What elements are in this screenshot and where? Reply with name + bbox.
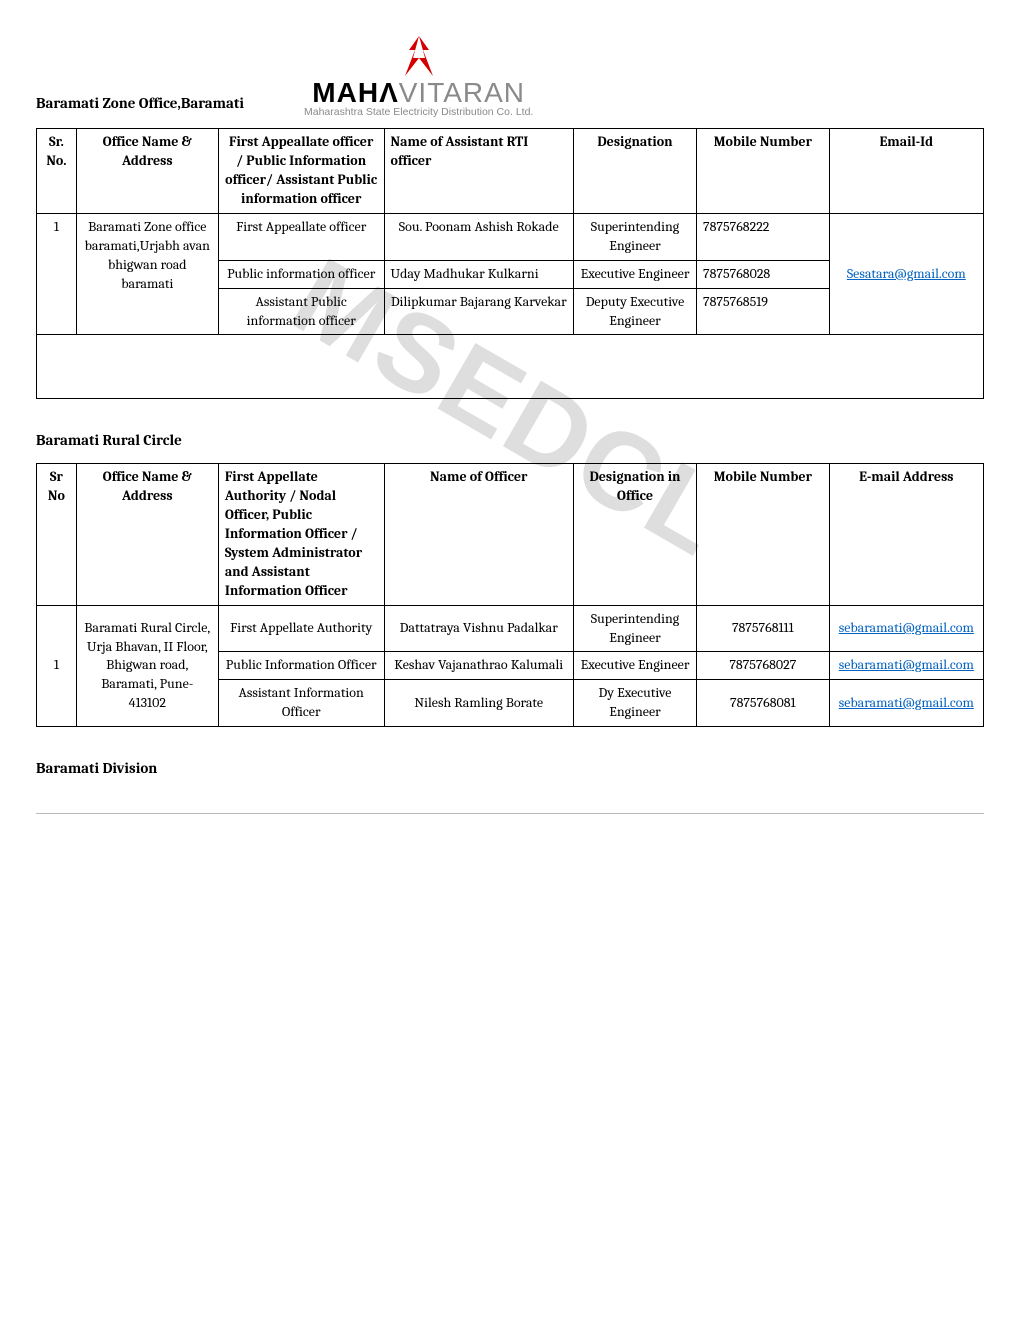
cell-desg: Deputy Executive Engineer [573, 288, 696, 335]
cell-role: First Appellate Authority [218, 605, 384, 652]
col-sr: Sr. No. [37, 129, 77, 214]
table-header-row: Sr No Office Name & Address First Appell… [37, 464, 984, 605]
cell-address: Baramati Rural Circle, Urja Bhavan, II F… [76, 605, 218, 726]
table-rural-circle: Sr No Office Name & Address First Appell… [36, 463, 984, 727]
cell-mobile: 7875768027 [697, 652, 830, 680]
col-email: E-mail Address [829, 464, 983, 605]
cell-name: Nilesh Ramling Borate [384, 680, 573, 727]
cell-role: Public Information Officer [218, 652, 384, 680]
cell-sr: 1 [37, 605, 77, 726]
col-role: First Appeallate officer / Public Inform… [218, 129, 384, 214]
email-link[interactable]: sebaramati@gmail.com [839, 656, 974, 673]
cell-desg: Superintending Engineer [573, 605, 696, 652]
table-header-row: Sr. No. Office Name & Address First Appe… [37, 129, 984, 214]
cell-mobile: 7875768081 [697, 680, 830, 727]
col-desg: Designation [573, 129, 696, 214]
col-name: Name of Assistant RTI officer [384, 129, 573, 214]
cell-email: sebaramati@gmail.com [829, 605, 983, 652]
col-address: Office Name & Address [76, 464, 218, 605]
cell-email: sebaramati@gmail.com [829, 652, 983, 680]
section1-title: Baramati Zone Office,Baramati [36, 94, 244, 118]
cell-role: Public information officer [218, 260, 384, 288]
cell-mobile: 7875768028 [697, 260, 830, 288]
cell-address: Baramati Zone office baramati,Urjabh ava… [76, 213, 218, 334]
col-sr: Sr No [37, 464, 77, 605]
cell-mobile: 7875768222 [697, 213, 830, 260]
cell-role: Assistant Information Officer [218, 680, 384, 727]
cell-name: Dilipkumar Bajarang Karvekar [384, 288, 573, 335]
col-mobile: Mobile Number [697, 129, 830, 214]
cell-desg: Dy Executive Engineer [573, 680, 696, 727]
cell-spacer [37, 335, 984, 399]
section3-title: Baramati Division [36, 759, 984, 777]
cell-mobile: 7875768519 [697, 288, 830, 335]
email-link[interactable]: sebaramati@gmail.com [839, 619, 974, 636]
cell-name: Dattatraya Vishnu Padalkar [384, 605, 573, 652]
cell-email: sebaramati@gmail.com [829, 680, 983, 727]
cell-mobile: 7875768111 [697, 605, 830, 652]
table-spacer-row [37, 335, 984, 399]
col-desg: Designation in Office [573, 464, 696, 605]
col-email: Email-Id [829, 129, 983, 214]
table-row: 1 Baramati Rural Circle, Urja Bhavan, II… [37, 605, 984, 652]
header: Baramati Zone Office,Baramati MAHΛVITARA… [36, 36, 984, 118]
logo-brand: MAHΛVITARAN [304, 78, 533, 107]
col-role: First Appellate Authority / Nodal Office… [218, 464, 384, 605]
cell-desg: Executive Engineer [573, 260, 696, 288]
col-address: Office Name & Address [76, 129, 218, 214]
cell-email: Sesatara@gmail.com [829, 213, 983, 334]
logo-tagline: Maharashtra State Electricity Distributi… [304, 107, 533, 118]
col-name: Name of Officer [384, 464, 573, 605]
col-mobile: Mobile Number [697, 464, 830, 605]
cell-desg: Superintending Engineer [573, 213, 696, 260]
table-zone-office: Sr. No. Office Name & Address First Appe… [36, 128, 984, 399]
logo-bolt-icon [379, 36, 459, 76]
table-row: 1 Baramati Zone office baramati,Urjabh a… [37, 213, 984, 260]
cell-role: First Appeallate officer [218, 213, 384, 260]
cell-name: Sou. Poonam Ashish Rokade [384, 213, 573, 260]
cell-name: Keshav Vajanathrao Kalumali [384, 652, 573, 680]
email-link[interactable]: Sesatara@gmail.com [847, 265, 966, 282]
page-content: Baramati Zone Office,Baramati MAHΛVITARA… [36, 36, 984, 814]
section2-title: Baramati Rural Circle [36, 431, 984, 449]
email-link[interactable]: sebaramati@gmail.com [839, 694, 974, 711]
page-divider [36, 813, 984, 814]
cell-desg: Executive Engineer [573, 652, 696, 680]
cell-role: Assistant Public information officer [218, 288, 384, 335]
cell-sr: 1 [37, 213, 77, 334]
logo: MAHΛVITARAN Maharashtra State Electricit… [304, 36, 533, 118]
cell-name: Uday Madhukar Kulkarni [384, 260, 573, 288]
